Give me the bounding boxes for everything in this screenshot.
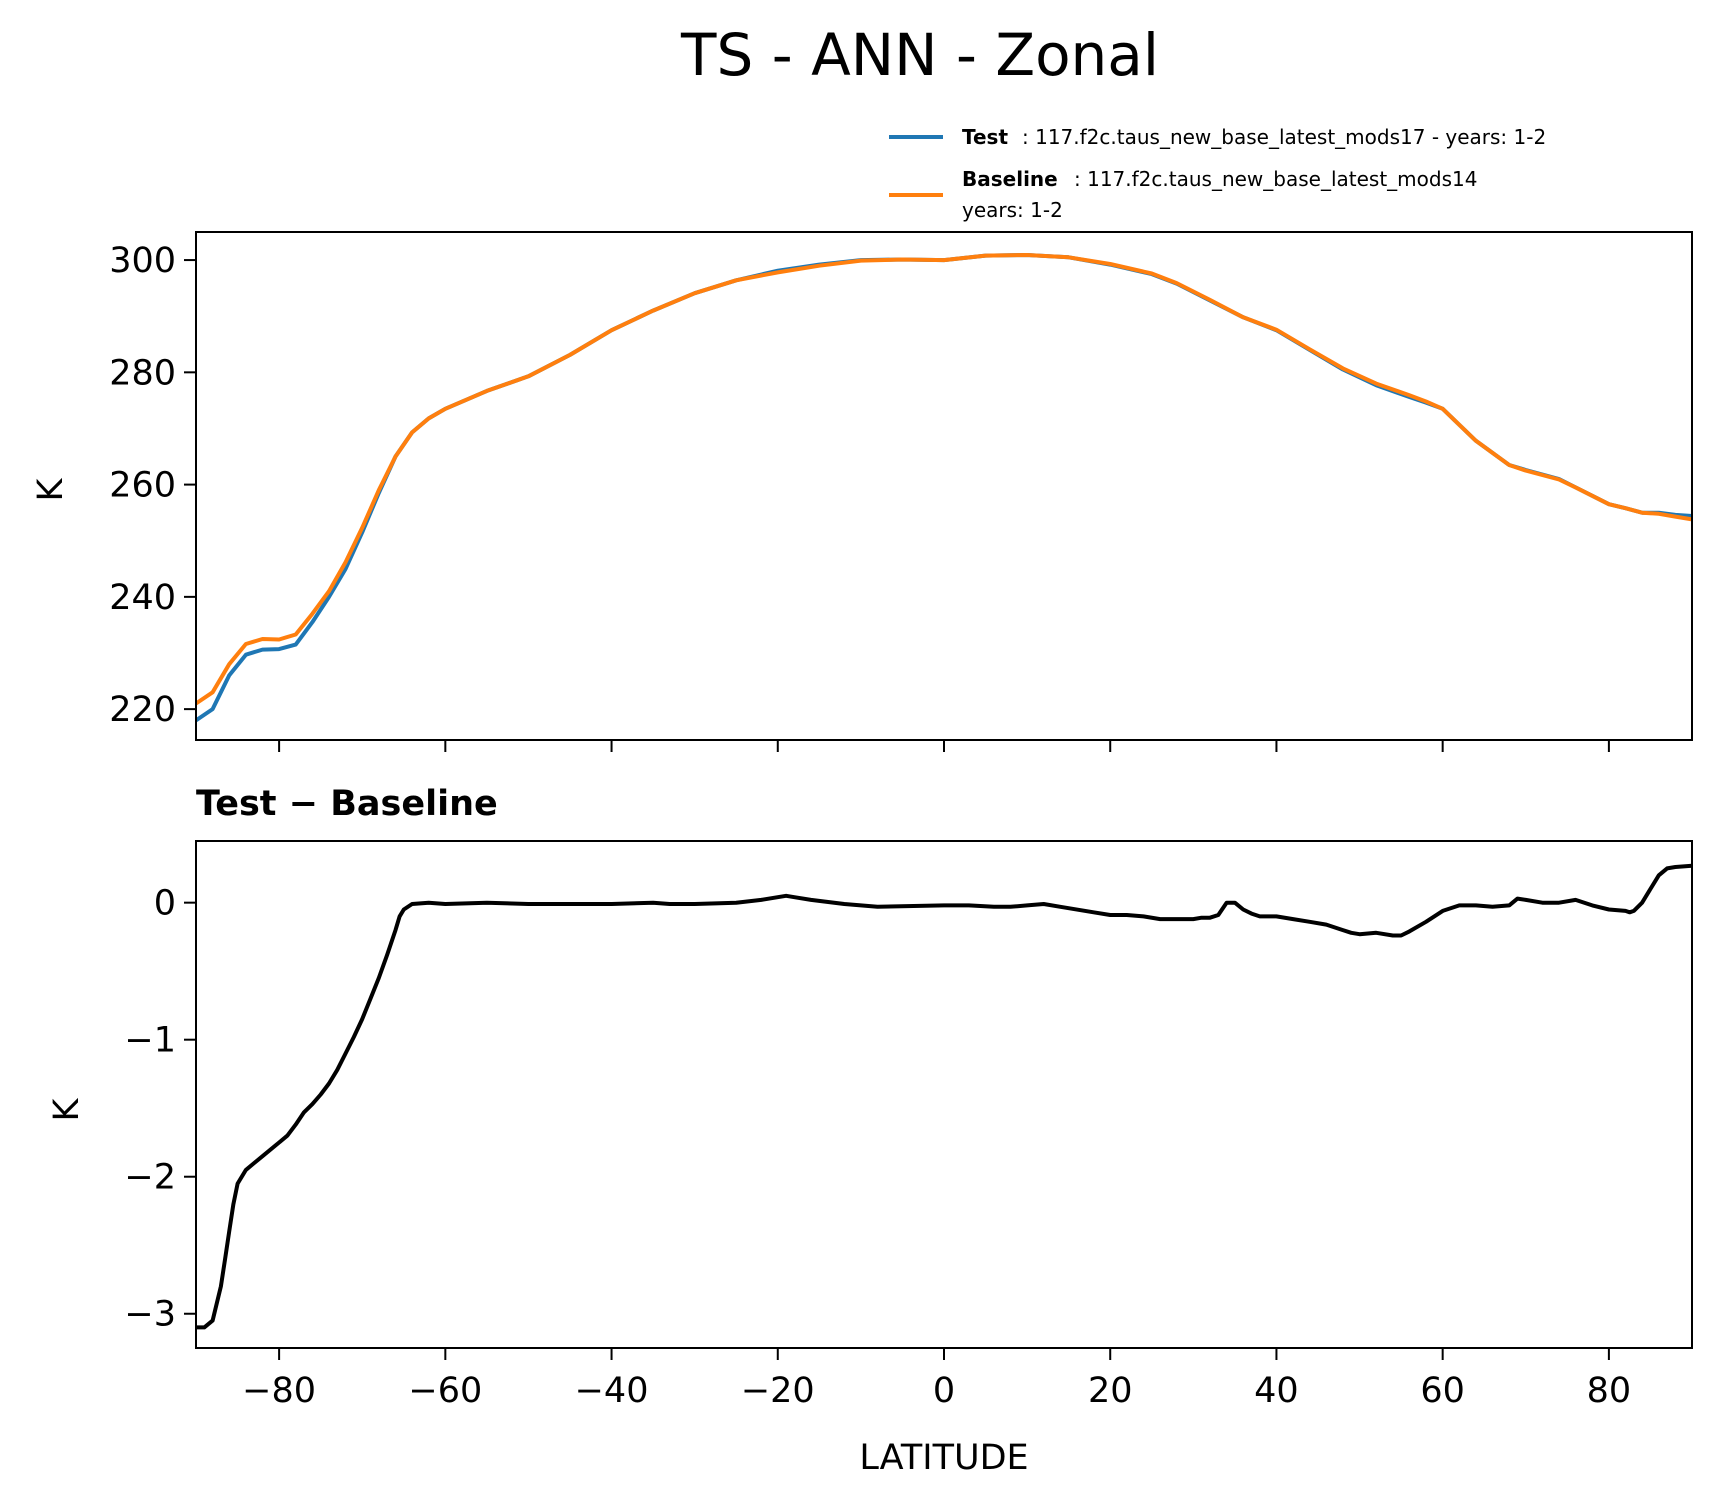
top-y-tick-label: 280 — [109, 353, 176, 393]
top-y-axis-label: K — [31, 477, 71, 501]
bottom-x-tick-label: −80 — [242, 1371, 316, 1411]
bottom-x-tick-label: −60 — [408, 1371, 482, 1411]
top-y-tick-label: 240 — [109, 578, 176, 618]
test-series-line — [194, 253, 1693, 723]
difference-series-line — [196, 863, 1693, 1330]
chart-title: TS - ANN - Zonal — [680, 21, 1159, 89]
legend-test-text: : 117.f2c.taus_new_base_latest_mods17 - … — [1022, 125, 1546, 149]
bottom-x-tick-label: 80 — [1587, 1371, 1632, 1411]
top-plot-frame — [195, 231, 1693, 741]
baseline-series-line — [194, 253, 1693, 706]
x-axis-label: LATITUDE — [859, 1438, 1028, 1478]
bottom-panel: Test − Baseline −80 −60 −40 −20 0 20 40 60 80 0 −1… — [47, 784, 1693, 1478]
legend-baseline-text: : 117.f2c.taus_new_base_latest_mods14 — [1074, 167, 1477, 191]
top-axis-ticks: 220 240 260 280 300 — [109, 241, 1610, 752]
bottom-x-tick-label: −40 — [575, 1371, 649, 1411]
top-y-tick-label: 260 — [109, 466, 176, 506]
bottom-x-tick-label: 0 — [933, 1371, 955, 1411]
top-panel: 220 240 260 280 300 K — [31, 231, 1693, 752]
diff-panel-title: Test − Baseline — [196, 784, 498, 824]
top-y-tick-label: 300 — [109, 241, 176, 281]
bottom-plot-frame — [195, 840, 1693, 1349]
bottom-x-tick-label: 60 — [1420, 1371, 1465, 1411]
bottom-y-axis-label: K — [47, 1097, 87, 1121]
top-y-tick-label: 220 — [109, 690, 176, 730]
bottom-y-tick-label: 0 — [154, 884, 176, 924]
bottom-axis-ticks: −80 −60 −40 −20 0 20 40 60 80 0 −1 −2 −3 — [124, 884, 1631, 1411]
bottom-y-tick-label: −2 — [124, 1158, 176, 1198]
legend-baseline-bold: Baseline — [962, 167, 1058, 191]
legend-baseline-text-2: years: 1-2 — [962, 198, 1063, 222]
bottom-x-tick-label: 20 — [1088, 1371, 1133, 1411]
bottom-y-tick-label: −1 — [124, 1021, 176, 1061]
legend-test-bold: Test — [962, 125, 1008, 149]
bottom-x-tick-label: 40 — [1254, 1371, 1299, 1411]
bottom-y-tick-label: −3 — [124, 1295, 176, 1335]
bottom-x-tick-label: −20 — [741, 1371, 815, 1411]
legend: Test : 117.f2c.taus_new_base_latest_mods… — [889, 125, 1546, 222]
